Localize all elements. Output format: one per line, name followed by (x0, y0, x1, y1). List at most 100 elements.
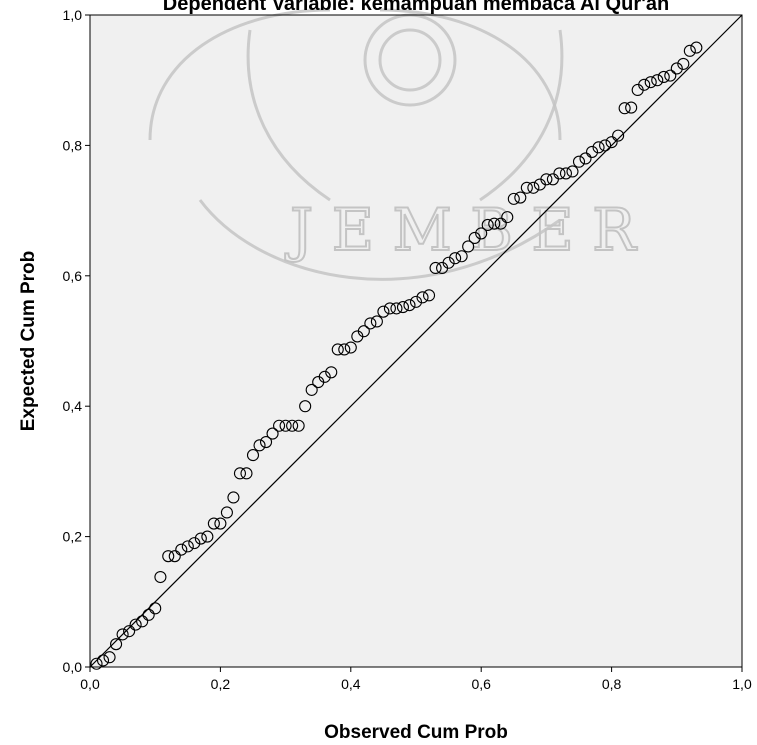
data-point (553, 167, 566, 180)
data-point (585, 145, 599, 158)
data-point (494, 217, 507, 230)
data-point (422, 289, 436, 302)
y-tick-label: 0,0 (63, 659, 83, 675)
data-point (286, 419, 299, 432)
data-point (246, 449, 260, 462)
chart-title: Dependent Variable: kemampuan membaca Al… (163, 0, 669, 15)
data-point (201, 530, 214, 543)
data-point (657, 70, 670, 83)
data-point (592, 141, 605, 154)
x-tick-label: 0,2 (211, 676, 231, 692)
x-tick-label: 0,8 (602, 676, 622, 692)
data-point (651, 74, 664, 87)
data-point (273, 419, 286, 432)
reference-line (89, 14, 743, 668)
data-point (136, 615, 149, 628)
x-tick-label: 0,6 (471, 676, 491, 692)
data-point (507, 192, 520, 205)
data-point (331, 343, 344, 356)
data-point (475, 227, 488, 240)
y-tick-label: 0,8 (63, 137, 83, 153)
data-point (194, 532, 207, 545)
data-point (383, 302, 396, 315)
data-point (175, 543, 188, 556)
data-point (364, 317, 377, 330)
data-point (344, 341, 357, 354)
data-points (90, 41, 703, 670)
data-point (292, 419, 305, 432)
y-tick-label: 1,0 (63, 7, 83, 23)
data-point (103, 651, 116, 664)
data-point (162, 550, 175, 563)
data-point (96, 654, 110, 667)
x-tick-label: 0,4 (341, 676, 361, 692)
data-point (90, 657, 103, 670)
x-axis: 0,0 0,2 0,4 0,6 0,8 1,0 (80, 667, 752, 692)
data-point (566, 165, 579, 178)
data-point (481, 218, 494, 231)
data-point (370, 315, 383, 328)
data-point (618, 102, 631, 115)
data-point (572, 155, 586, 168)
data-point (220, 506, 233, 519)
data-point (625, 101, 638, 114)
data-point (644, 76, 657, 89)
data-point (227, 491, 240, 504)
data-point (396, 301, 410, 314)
data-point (579, 152, 592, 165)
y-tick-label: 0,6 (63, 268, 83, 284)
y-axis-label: Expected Cum Prob (18, 251, 39, 432)
data-point (299, 400, 312, 413)
data-point (449, 252, 462, 265)
data-point (110, 638, 123, 651)
data-point (253, 439, 266, 452)
y-tick-label: 0,4 (63, 398, 83, 414)
data-point (305, 383, 318, 396)
data-point (690, 41, 703, 54)
data-point (501, 211, 514, 224)
plot-border (89, 14, 743, 668)
data-point (390, 302, 403, 315)
data-point (429, 261, 442, 275)
data-point (318, 370, 331, 383)
data-point (168, 550, 181, 563)
data-point (233, 467, 247, 480)
data-point (116, 628, 129, 641)
data-point (540, 173, 553, 186)
data-point (325, 366, 338, 379)
data-point (266, 427, 279, 440)
data-point (377, 305, 390, 318)
watermark-text: J E M B E R (285, 196, 638, 264)
data-point (403, 299, 416, 312)
data-point (188, 537, 201, 550)
data-point (612, 129, 625, 142)
data-point (142, 608, 155, 621)
data-point (279, 419, 292, 432)
x-tick-label: 0,0 (80, 676, 100, 692)
data-point (154, 570, 167, 584)
data-point (129, 618, 142, 631)
data-point (416, 291, 429, 304)
data-point (677, 57, 690, 70)
data-point (664, 69, 677, 82)
data-point (670, 62, 683, 75)
watermark-seal: J E M B E R (148, 8, 639, 281)
data-point (605, 136, 618, 149)
x-axis-label: Observed Cum Prob (324, 722, 508, 743)
data-point (468, 231, 481, 245)
x-tick-label: 1,0 (732, 676, 752, 692)
data-point (462, 240, 475, 253)
data-point (559, 167, 573, 180)
data-point (442, 256, 455, 269)
data-point (409, 295, 423, 308)
data-point (357, 325, 370, 338)
data-point (149, 602, 162, 615)
data-point (214, 517, 227, 530)
data-point (638, 78, 651, 91)
data-point (123, 625, 136, 638)
data-point (683, 44, 696, 57)
data-point (488, 217, 501, 230)
data-point (338, 343, 351, 356)
y-tick-label: 0,2 (63, 529, 83, 545)
